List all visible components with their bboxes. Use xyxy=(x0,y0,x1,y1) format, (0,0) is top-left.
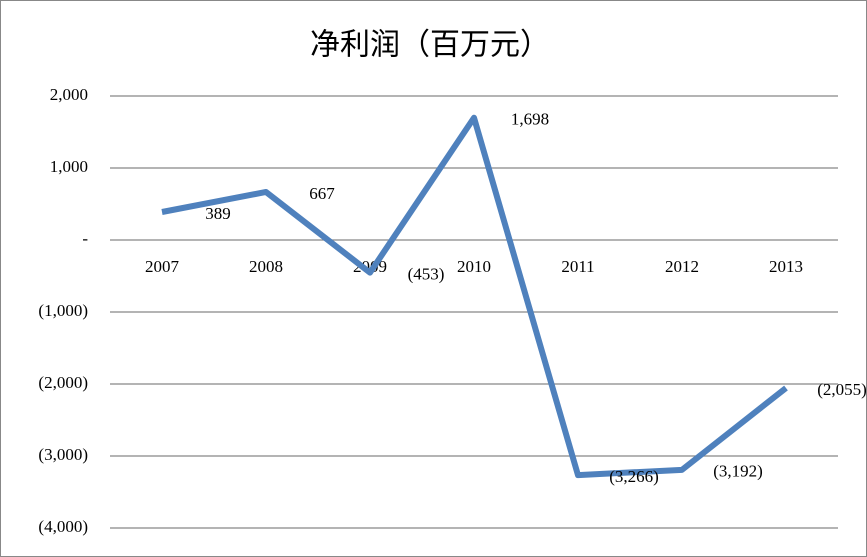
x-tick-label: 2008 xyxy=(249,257,283,276)
value-label: 389 xyxy=(205,204,231,223)
y-tick-label: (3,000) xyxy=(38,445,88,464)
data-line xyxy=(161,114,788,479)
value-label: (2,055) xyxy=(817,380,867,399)
x-tick-label: 2011 xyxy=(561,257,594,276)
chart-title: 净利润（百万元） xyxy=(310,28,550,63)
x-tick-label: 2013 xyxy=(769,257,803,276)
value-label: (453) xyxy=(408,265,445,284)
y-tick-label: 1,000 xyxy=(50,157,88,176)
y-tick-label: 2,000 xyxy=(50,85,88,104)
x-tick-label: 2007 xyxy=(145,257,180,276)
y-tick-label: - xyxy=(82,229,88,248)
y-tick-label: (4,000) xyxy=(38,517,88,536)
y-tick-label: (1,000) xyxy=(38,301,88,320)
value-label: (3,192) xyxy=(713,462,763,481)
x-tick-label: 2012 xyxy=(665,257,699,276)
value-label: (3,266) xyxy=(609,467,659,486)
y-tick-label: (2,000) xyxy=(38,373,88,392)
x-tick-label: 2010 xyxy=(457,257,491,276)
value-label: 667 xyxy=(309,184,335,203)
value-label: 1,698 xyxy=(511,110,549,129)
